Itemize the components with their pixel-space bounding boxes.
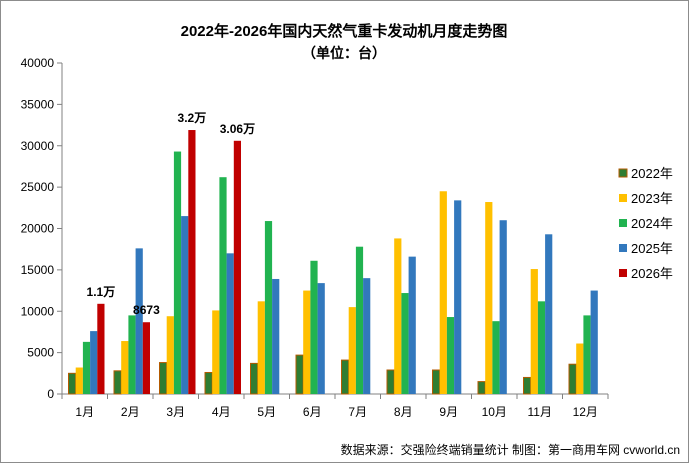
- bar: [142, 322, 150, 394]
- bar: [386, 369, 395, 395]
- bar: [233, 140, 241, 394]
- x-tick-label: 12月: [573, 405, 598, 419]
- x-tick-label: 11月: [528, 405, 552, 419]
- legend-label: 2025年: [631, 241, 673, 256]
- bar: [257, 301, 265, 394]
- bar: [499, 220, 507, 394]
- bar: [310, 260, 318, 394]
- chart-subtitle: （单位：台）: [302, 45, 386, 61]
- bar: [568, 363, 577, 395]
- bar: [408, 256, 416, 394]
- bar: [363, 278, 371, 394]
- bar: [432, 369, 441, 395]
- bar: [303, 290, 311, 394]
- x-tick-label: 10月: [482, 405, 507, 419]
- legend-swatch: [619, 244, 627, 252]
- y-tick-label: 40000: [21, 56, 55, 70]
- legend-label: 2026年: [631, 266, 673, 281]
- bar: [212, 310, 220, 394]
- bar: [226, 253, 234, 394]
- y-tick-label: 10000: [21, 304, 55, 318]
- data-label: 3.06万: [220, 122, 255, 136]
- bar: [159, 362, 168, 395]
- y-tick-label: 25000: [21, 180, 55, 194]
- x-tick-label: 8月: [394, 405, 413, 419]
- bar: [439, 191, 447, 394]
- y-tick-label: 35000: [21, 97, 55, 111]
- bar: [317, 283, 325, 394]
- bar: [477, 381, 486, 395]
- bar: [394, 238, 402, 394]
- legend-label: 2024年: [631, 216, 673, 231]
- bar: [135, 248, 143, 394]
- bar: [530, 269, 538, 394]
- legend-swatch: [619, 269, 627, 277]
- bar: [264, 221, 273, 394]
- x-tick-label: 9月: [439, 405, 458, 419]
- bar: [492, 321, 500, 394]
- x-tick-label: 6月: [303, 405, 322, 419]
- bar: [348, 307, 356, 394]
- legend-label: 2022年: [631, 166, 673, 181]
- y-tick-label: 30000: [21, 139, 55, 153]
- y-tick-label: 5000: [27, 346, 54, 360]
- bar: [583, 315, 591, 394]
- x-tick-label: 3月: [166, 405, 185, 419]
- legend-swatch: [619, 194, 627, 202]
- y-tick-label: 15000: [21, 263, 55, 277]
- bar: [454, 200, 462, 394]
- data-label: 1.1万: [87, 285, 116, 299]
- bar: [401, 293, 409, 394]
- bar: [166, 316, 174, 394]
- bar: [68, 372, 77, 395]
- bar: [250, 362, 259, 395]
- bar: [576, 343, 584, 394]
- bar: [82, 341, 91, 394]
- x-tick-label: 1月: [75, 405, 94, 419]
- legend-swatch: [618, 168, 628, 178]
- x-tick-label: 4月: [212, 405, 231, 419]
- bar: [128, 315, 136, 394]
- bar: [537, 301, 546, 394]
- bar: [113, 370, 122, 395]
- bar: [545, 234, 553, 394]
- bar: [75, 367, 83, 394]
- bar: [272, 278, 280, 394]
- x-tick-label: 2月: [121, 405, 140, 419]
- bar: [590, 290, 598, 394]
- y-tick-label: 0: [47, 387, 54, 401]
- bar: [446, 317, 455, 394]
- source-note: 数据来源：交强险终端销量统计 制图：第一商用车网 cvworld.cn: [341, 442, 680, 457]
- bar: [97, 303, 105, 394]
- bar: [173, 151, 182, 394]
- bar: [295, 354, 304, 395]
- bar: [355, 246, 364, 394]
- bar: [204, 371, 213, 395]
- bar: [121, 341, 129, 394]
- legend-swatch: [619, 219, 627, 227]
- chart-title: 2022年-2026年国内天然气重卡发动机月度走势图: [181, 22, 508, 40]
- legend-label: 2023年: [631, 191, 673, 206]
- bar: [188, 130, 196, 394]
- x-tick-label: 7月: [348, 405, 367, 419]
- bar: [523, 376, 532, 395]
- bar: [219, 177, 227, 394]
- bar: [181, 216, 189, 394]
- data-label: 8673: [133, 303, 160, 317]
- bar: [485, 202, 493, 394]
- data-label: 3.2万: [178, 111, 207, 125]
- bar: [90, 331, 98, 394]
- y-tick-label: 20000: [21, 222, 55, 236]
- x-tick-label: 5月: [257, 405, 276, 419]
- bar: [341, 359, 350, 395]
